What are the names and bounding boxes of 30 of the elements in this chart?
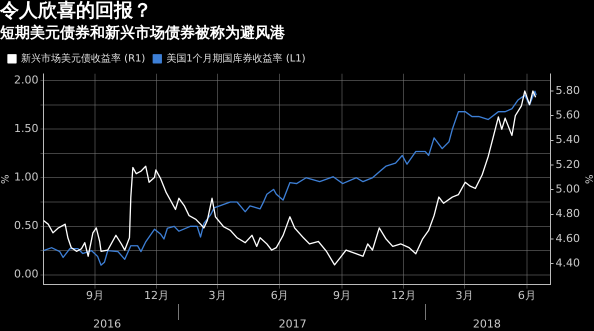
x-tick-label: 6月 [518, 289, 536, 302]
x2-tick-label: 2017 [278, 317, 307, 330]
y-tick-label: 2.00 [14, 73, 38, 86]
legend-label: 美国1个月期国库券收益率 (L1) [166, 52, 306, 64]
x-tick-label: 12月 [391, 289, 416, 302]
y2-tick-label: 5.20 [556, 158, 580, 171]
x-tick-label: 9月 [333, 289, 352, 302]
x-tick-label: 12月 [144, 289, 170, 302]
x-tick-label: 3月 [208, 289, 226, 302]
y2-tick-label: 5.80 [556, 84, 580, 97]
y2-tick-label: 4.80 [556, 207, 580, 220]
y-tick-label: 1.00 [14, 170, 38, 184]
y2-tick-label: 4.40 [556, 256, 580, 270]
chart-subtitle: 短期美元债券和新兴市场债券被称为避风港 [0, 24, 286, 42]
x-tick-label: 6月 [270, 289, 289, 302]
y-tick-label: 1.50 [14, 122, 38, 136]
x2-tick-label: 2018 [472, 317, 501, 330]
chart-title: 令人欣喜的回报？ [0, 0, 152, 22]
legend-label: 新兴市场美元债收益率 (R1) [21, 52, 146, 64]
y2-tick-label: 4.60 [556, 232, 580, 245]
y2-axis-title: % [582, 174, 594, 184]
x2-tick-label: 2016 [93, 317, 122, 330]
y2-tick-label: 5.60 [556, 108, 580, 122]
y2-tick-label: 5.40 [556, 133, 580, 146]
y-axis-title: % [0, 174, 12, 184]
x-tick-label: 3月 [456, 289, 474, 302]
y-tick-label: 0.00 [14, 268, 38, 281]
y-tick-label: 0.50 [14, 219, 38, 232]
x-tick-label: 9月 [86, 289, 104, 302]
y2-tick-label: 5.00 [556, 182, 580, 196]
